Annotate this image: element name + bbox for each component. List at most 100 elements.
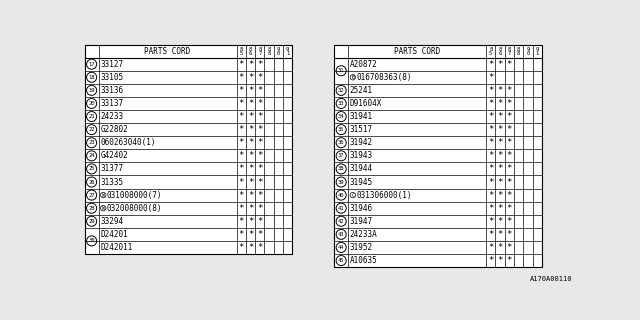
Text: *: * [507,230,512,239]
Text: 24233: 24233 [100,112,124,121]
Text: *: * [507,125,512,134]
Text: 31942: 31942 [349,138,373,147]
Text: 33137: 33137 [100,99,124,108]
Text: *: * [239,204,244,213]
Text: 31952: 31952 [349,243,373,252]
Text: 25: 25 [88,166,95,172]
Text: 8: 8 [268,51,271,56]
Text: 44: 44 [338,245,344,250]
Text: *: * [507,86,512,95]
Text: 38: 38 [338,166,344,172]
Text: *: * [257,191,262,200]
Text: *: * [507,217,512,226]
Text: *: * [497,60,503,69]
Text: 31: 31 [338,68,344,73]
Text: *: * [239,73,244,82]
Text: *: * [248,151,253,160]
Text: 31944: 31944 [349,164,373,173]
Text: *: * [248,191,253,200]
Text: 31943: 31943 [349,151,373,160]
Text: *: * [248,86,253,95]
Text: 39: 39 [338,180,344,185]
Text: *: * [488,178,493,187]
Text: 6: 6 [499,51,502,56]
Text: *: * [488,217,493,226]
Text: *: * [239,151,244,160]
Text: *: * [257,73,262,82]
Text: 22: 22 [88,127,95,132]
Text: *: * [239,99,244,108]
Text: *: * [507,60,512,69]
Text: *: * [497,191,503,200]
Text: 31335: 31335 [100,178,124,187]
Text: *: * [488,112,493,121]
Text: 8: 8 [499,47,502,52]
Text: *: * [488,86,493,95]
Text: *: * [488,164,493,173]
Text: *: * [257,60,262,69]
Text: *: * [497,204,503,213]
Text: 32: 32 [338,88,344,93]
Text: 31947: 31947 [349,217,373,226]
Text: 31517: 31517 [349,125,373,134]
Text: 9: 9 [286,47,289,52]
Text: 33294: 33294 [100,217,124,226]
Text: 33: 33 [338,101,344,106]
Text: *: * [507,99,512,108]
Text: 31945: 31945 [349,178,373,187]
Text: *: * [248,217,253,226]
Text: *: * [257,230,262,239]
Text: *: * [248,99,253,108]
Text: W: W [102,206,105,211]
Text: 8: 8 [517,47,520,52]
Text: G22802: G22802 [100,125,128,134]
Text: A170A00110: A170A00110 [530,276,572,282]
Text: *: * [488,60,493,69]
Text: 5: 5 [239,51,243,56]
Text: 31377: 31377 [100,164,124,173]
Text: *: * [239,243,244,252]
Text: 7: 7 [258,51,261,56]
Text: *: * [507,256,512,265]
Text: 5: 5 [489,51,492,56]
Text: *: * [257,99,262,108]
Text: 25241: 25241 [349,86,373,95]
Text: *: * [239,230,244,239]
Text: 8: 8 [268,47,271,52]
Text: D24201: D24201 [100,230,128,239]
Text: *: * [497,243,503,252]
Text: 35: 35 [338,127,344,132]
Text: 9: 9 [536,47,539,52]
Text: 21: 21 [88,114,95,119]
Text: 31946: 31946 [349,204,373,213]
Text: *: * [248,73,253,82]
Text: *: * [257,243,262,252]
Text: 031306000(1): 031306000(1) [356,191,412,200]
Text: 43: 43 [338,232,344,237]
Text: *: * [488,73,493,82]
Text: *: * [239,178,244,187]
Text: 31941: 31941 [349,112,373,121]
Text: *: * [507,204,512,213]
Text: *: * [488,191,493,200]
Text: 8: 8 [489,47,492,52]
Text: *: * [488,230,493,239]
Text: 36: 36 [338,140,344,145]
Bar [334,44,542,267]
Text: 060263040(1): 060263040(1) [100,138,156,147]
Text: 24: 24 [88,153,95,158]
Text: 45: 45 [338,258,344,263]
Text: *: * [248,230,253,239]
Text: 032008000(8): 032008000(8) [107,204,162,213]
Text: 8: 8 [517,51,520,56]
Text: D242011: D242011 [100,243,132,252]
Text: *: * [507,151,512,160]
Text: *: * [507,243,512,252]
Text: W: W [102,193,105,197]
Text: *: * [497,164,503,173]
Text: *: * [248,112,253,121]
Text: *: * [248,125,253,134]
Text: 27: 27 [88,193,95,197]
Text: *: * [239,60,244,69]
Text: C: C [351,193,354,197]
